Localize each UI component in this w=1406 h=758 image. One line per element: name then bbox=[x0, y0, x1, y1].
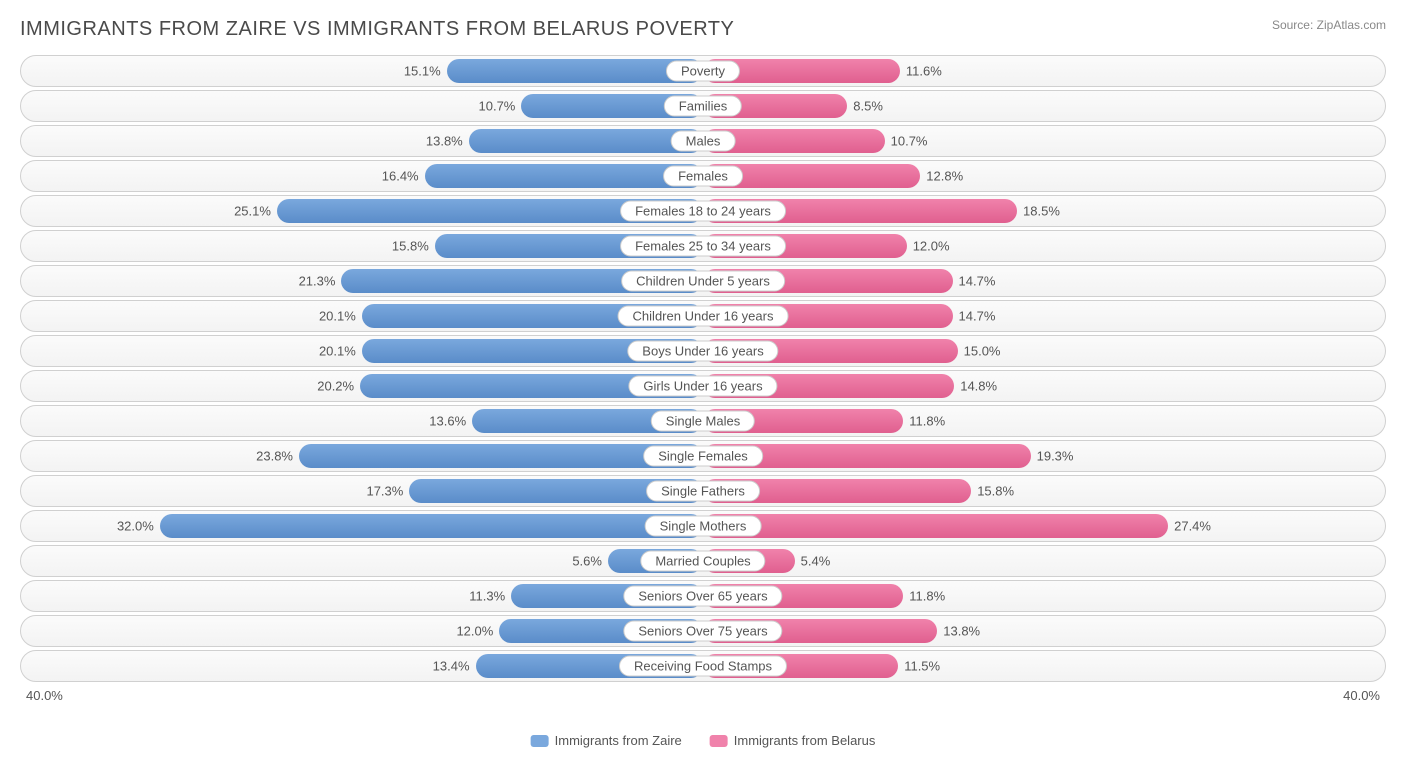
value-left: 13.6% bbox=[429, 414, 466, 429]
legend-swatch-right bbox=[710, 735, 728, 747]
chart-row: 20.1% 15.0% Boys Under 16 years bbox=[20, 335, 1386, 367]
legend: Immigrants from Zaire Immigrants from Be… bbox=[531, 733, 876, 748]
chart-row: 11.3% 11.8% Seniors Over 65 years bbox=[20, 580, 1386, 612]
bar-left bbox=[425, 164, 703, 188]
category-label: Families bbox=[664, 96, 742, 117]
chart-row: 17.3% 15.8% Single Fathers bbox=[20, 475, 1386, 507]
value-left: 13.4% bbox=[433, 659, 470, 674]
value-left: 32.0% bbox=[117, 519, 154, 534]
category-label: Girls Under 16 years bbox=[628, 376, 777, 397]
value-left: 15.8% bbox=[392, 239, 429, 254]
category-label: Females bbox=[663, 166, 743, 187]
value-right: 10.7% bbox=[891, 134, 928, 149]
category-label: Single Mothers bbox=[645, 516, 762, 537]
value-left: 17.3% bbox=[366, 484, 403, 499]
category-label: Receiving Food Stamps bbox=[619, 656, 787, 677]
chart-source: Source: ZipAtlas.com bbox=[1272, 18, 1386, 32]
chart-row: 16.4% 12.8% Females bbox=[20, 160, 1386, 192]
value-right: 14.8% bbox=[960, 379, 997, 394]
value-left: 15.1% bbox=[404, 64, 441, 79]
bar-left bbox=[160, 514, 703, 538]
value-left: 5.6% bbox=[572, 554, 602, 569]
bar-left bbox=[447, 59, 703, 83]
category-label: Males bbox=[671, 131, 736, 152]
category-label: Seniors Over 75 years bbox=[623, 621, 782, 642]
legend-swatch-left bbox=[531, 735, 549, 747]
chart-row: 21.3% 14.7% Children Under 5 years bbox=[20, 265, 1386, 297]
chart-row: 15.8% 12.0% Females 25 to 34 years bbox=[20, 230, 1386, 262]
category-label: Seniors Over 65 years bbox=[623, 586, 782, 607]
legend-item-left: Immigrants from Zaire bbox=[531, 733, 682, 748]
value-left: 11.3% bbox=[469, 589, 505, 604]
chart-area: 15.1%11.6%Poverty10.7%8.5%Families13.8%1… bbox=[20, 55, 1386, 682]
chart-row: 5.6% 5.4% Married Couples bbox=[20, 545, 1386, 577]
legend-label-right: Immigrants from Belarus bbox=[734, 733, 876, 748]
value-right: 18.5% bbox=[1023, 204, 1060, 219]
value-right: 5.4% bbox=[801, 554, 831, 569]
bar-left bbox=[469, 129, 703, 153]
category-label: Children Under 5 years bbox=[621, 271, 785, 292]
value-left: 10.7% bbox=[479, 99, 516, 114]
value-left: 23.8% bbox=[256, 449, 293, 464]
value-left: 25.1% bbox=[234, 204, 271, 219]
value-right: 11.8% bbox=[909, 589, 945, 604]
chart-row: 20.1% 14.7% Children Under 16 years bbox=[20, 300, 1386, 332]
category-label: Children Under 16 years bbox=[618, 306, 789, 327]
value-right: 11.6% bbox=[906, 64, 942, 79]
legend-item-right: Immigrants from Belarus bbox=[710, 733, 876, 748]
value-right: 11.8% bbox=[909, 414, 945, 429]
axis-left-max: 40.0% bbox=[26, 688, 63, 703]
category-label: Single Males bbox=[651, 411, 755, 432]
value-right: 19.3% bbox=[1037, 449, 1074, 464]
value-left: 20.2% bbox=[317, 379, 354, 394]
category-label: Boys Under 16 years bbox=[627, 341, 778, 362]
category-label: Single Fathers bbox=[646, 481, 760, 502]
value-left: 13.8% bbox=[426, 134, 463, 149]
category-label: Single Females bbox=[643, 446, 763, 467]
chart-row: 15.1% 11.6% Poverty bbox=[20, 55, 1386, 87]
chart-row: 32.0% 27.4% Single Mothers bbox=[20, 510, 1386, 542]
axis-right-max: 40.0% bbox=[1343, 688, 1380, 703]
chart-title: IMMIGRANTS FROM ZAIRE VS IMMIGRANTS FROM… bbox=[20, 18, 734, 41]
value-left: 20.1% bbox=[319, 309, 356, 324]
value-right: 14.7% bbox=[959, 309, 996, 324]
bar-right bbox=[703, 514, 1168, 538]
chart-row: 12.0% 13.8% Seniors Over 75 years bbox=[20, 615, 1386, 647]
value-left: 16.4% bbox=[382, 169, 419, 184]
value-left: 12.0% bbox=[456, 624, 493, 639]
legend-label-left: Immigrants from Zaire bbox=[555, 733, 682, 748]
category-label: Poverty bbox=[666, 61, 740, 82]
value-right: 11.5% bbox=[904, 659, 940, 674]
category-label: Married Couples bbox=[640, 551, 765, 572]
chart-row: 13.8% 10.7% Males bbox=[20, 125, 1386, 157]
chart-row: 25.1% 18.5% Females 18 to 24 years bbox=[20, 195, 1386, 227]
category-label: Females 18 to 24 years bbox=[620, 201, 786, 222]
axis-labels: 40.0% 40.0% bbox=[20, 686, 1386, 703]
value-right: 15.8% bbox=[977, 484, 1014, 499]
chart-row: 20.2% 14.8% Girls Under 16 years bbox=[20, 370, 1386, 402]
value-right: 13.8% bbox=[943, 624, 980, 639]
chart-row: 13.6% 11.8% Single Males bbox=[20, 405, 1386, 437]
value-right: 12.8% bbox=[926, 169, 963, 184]
value-right: 15.0% bbox=[964, 344, 1001, 359]
value-right: 12.0% bbox=[913, 239, 950, 254]
chart-row: 10.7% 8.5% Families bbox=[20, 90, 1386, 122]
value-left: 20.1% bbox=[319, 344, 356, 359]
category-label: Females 25 to 34 years bbox=[620, 236, 786, 257]
chart-header: IMMIGRANTS FROM ZAIRE VS IMMIGRANTS FROM… bbox=[20, 18, 1386, 41]
chart-row: 23.8% 19.3% Single Females bbox=[20, 440, 1386, 472]
chart-row: 13.4% 11.5% Receiving Food Stamps bbox=[20, 650, 1386, 682]
value-right: 27.4% bbox=[1174, 519, 1211, 534]
value-left: 21.3% bbox=[299, 274, 336, 289]
value-right: 14.7% bbox=[959, 274, 996, 289]
value-right: 8.5% bbox=[853, 99, 883, 114]
